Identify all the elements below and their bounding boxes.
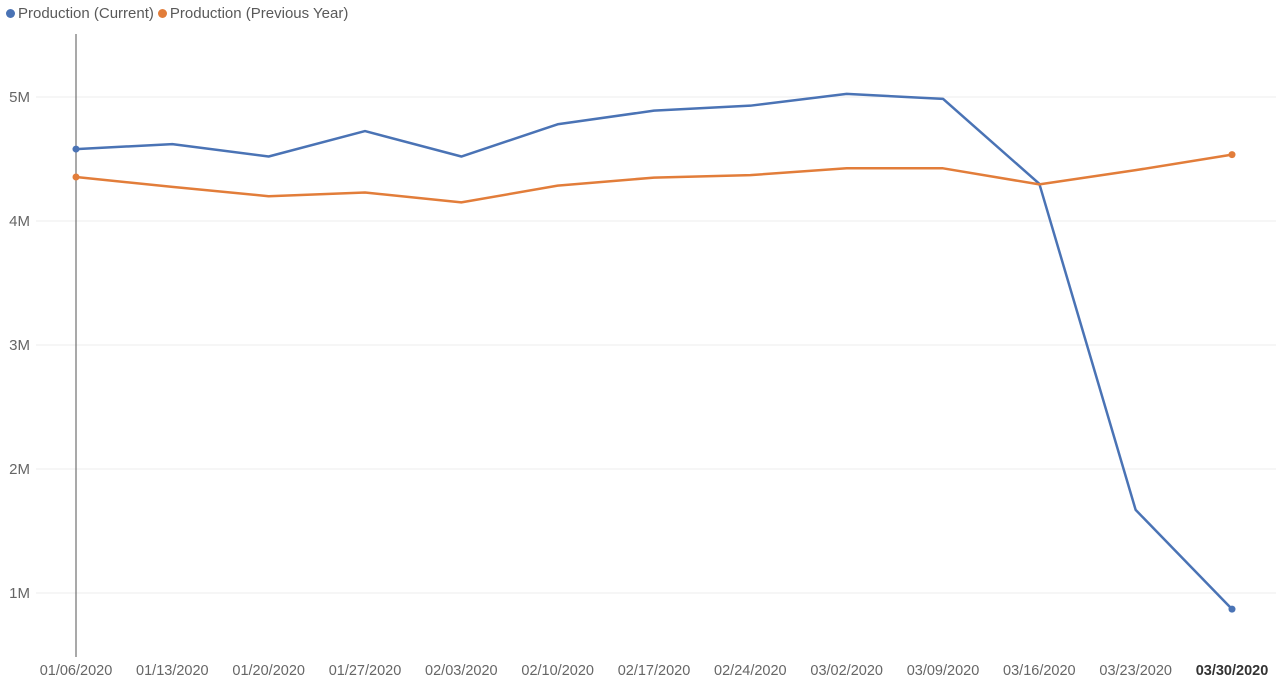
x-tick-label: 02/03/2020 [425, 663, 498, 679]
series-point-1 [1228, 151, 1236, 159]
x-tick-label: 03/16/2020 [1003, 663, 1076, 679]
x-tick-label: 03/23/2020 [1099, 663, 1172, 679]
series-point-1 [72, 173, 80, 181]
x-tick-label: 03/30/2020 [1196, 663, 1269, 679]
x-tick-label: 01/27/2020 [329, 663, 402, 679]
x-tick-label: 03/09/2020 [907, 663, 980, 679]
x-tick-label: 01/06/2020 [40, 663, 113, 679]
chart-legend: Production (Current) Production (Previou… [6, 3, 352, 23]
x-tick-label: 02/17/2020 [618, 663, 691, 679]
legend-marker-previous-year [157, 8, 167, 18]
legend-label-current: Production (Current) [18, 4, 154, 22]
series-line-1 [74, 153, 1234, 204]
x-tick-label: 01/13/2020 [136, 663, 209, 679]
x-tick-label: 02/24/2020 [714, 663, 787, 679]
legend-label-previous-year: Production (Previous Year) [169, 4, 349, 22]
series-point-0 [1228, 605, 1236, 613]
x-tick-label: 03/02/2020 [810, 663, 883, 679]
y-tick-label: 5M [9, 89, 30, 106]
legend-item-current[interactable]: Production (Current) [6, 5, 154, 22]
y-tick-label: 2M [9, 461, 30, 478]
y-tick-label: 4M [9, 213, 30, 230]
legend-marker-current [6, 8, 15, 18]
series-point-0 [72, 145, 80, 153]
legend-item-previous-year[interactable]: Production (Previous Year) [157, 4, 349, 22]
x-tick-label: 02/10/2020 [521, 663, 594, 679]
y-tick-label: 3M [9, 337, 30, 354]
x-tick-label: 01/20/2020 [232, 663, 305, 679]
y-tick-label: 1M [9, 585, 30, 602]
series-line-0 [74, 92, 1234, 611]
